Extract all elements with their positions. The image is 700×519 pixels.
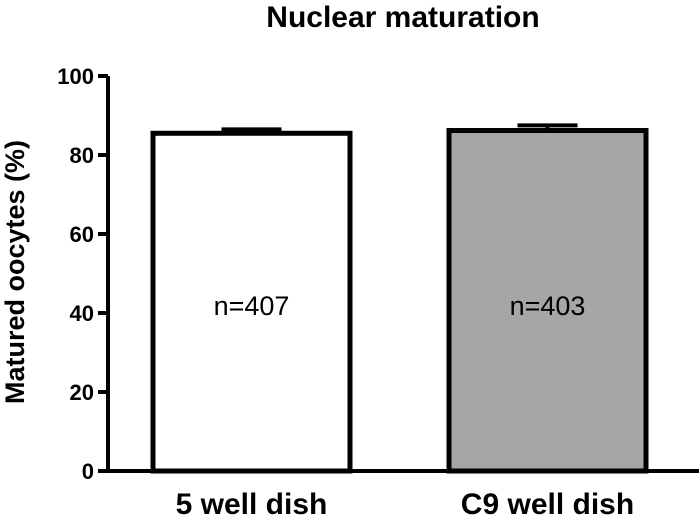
y-axis-label: Matured oocytes (%) (0, 140, 30, 404)
y-tick-label: 80 (70, 143, 94, 168)
y-tick-label: 20 (70, 380, 94, 405)
category-label: C9 well dish (461, 488, 634, 519)
bar-annotation: n=403 (510, 291, 586, 321)
y-tick-label: 0 (82, 459, 94, 484)
bars: n=407 n=403 (150, 123, 649, 474)
category-label: 5 well dish (176, 488, 328, 519)
y-ticks: 0 20 40 60 80 100 (57, 64, 108, 484)
category-labels: 5 well dish C9 well dish (176, 488, 635, 519)
y-tick-label: 40 (70, 301, 94, 326)
bar-annotation: n=407 (214, 291, 290, 321)
chart-title: Nuclear maturation (266, 1, 539, 34)
y-tick-label: 60 (70, 222, 94, 247)
bar (446, 128, 649, 474)
y-tick-label: 100 (57, 64, 94, 89)
bar (150, 130, 353, 474)
